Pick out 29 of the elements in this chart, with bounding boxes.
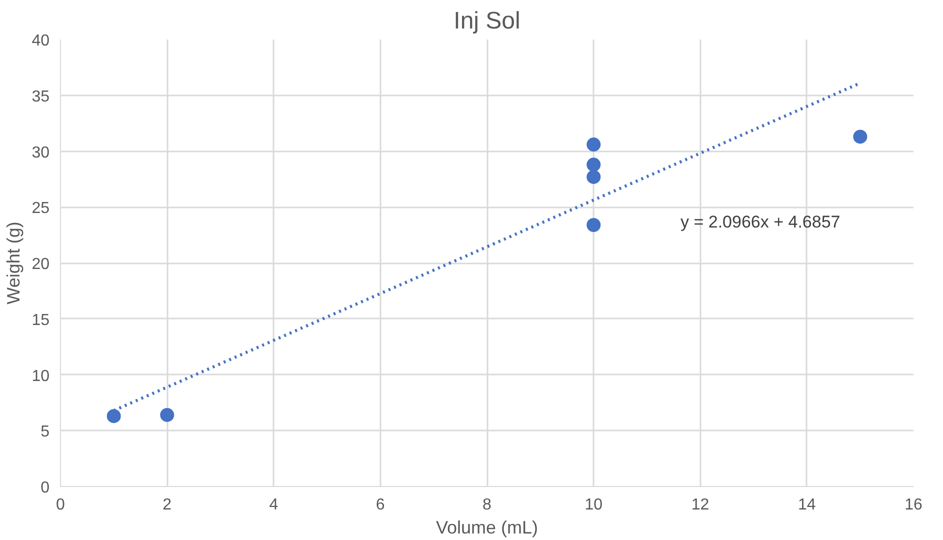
point [853, 130, 868, 144]
chart-title: Inj Sol [454, 8, 520, 34]
y-tick-label: 30 [32, 144, 50, 162]
y-tick-label: 10 [32, 368, 50, 385]
y-tick-label: 0 [40, 480, 50, 496]
annotation: y = 2.0966x + 4.6857 [680, 212, 840, 232]
y-tick-label: 20 [32, 256, 50, 273]
x-axis-title: Volume (mL) [436, 518, 538, 538]
y-tick-label: 15 [32, 312, 50, 329]
point [586, 218, 601, 232]
x-tick-label: 14 [798, 496, 816, 514]
point [586, 138, 601, 152]
y-axis-title: Weight (g) [4, 222, 24, 304]
point [586, 170, 601, 184]
y-tick-label: 40 [32, 32, 50, 50]
point [160, 408, 174, 422]
x-tick-label: 6 [376, 496, 385, 514]
x-tick-label: 8 [482, 496, 492, 514]
x-tick-label: 2 [162, 496, 172, 514]
point [586, 158, 601, 172]
x-tick-label: 12 [691, 496, 710, 514]
x-tick-label: 16 [904, 496, 922, 514]
x-tick-label: 10 [584, 496, 603, 514]
y-tick-label: 5 [40, 424, 50, 441]
point [106, 409, 121, 424]
x-tick-label: 0 [56, 496, 66, 514]
x-tick-label: 4 [269, 496, 278, 514]
y-tick-label: 25 [32, 200, 50, 218]
y-tick-label: 35 [32, 88, 50, 106]
